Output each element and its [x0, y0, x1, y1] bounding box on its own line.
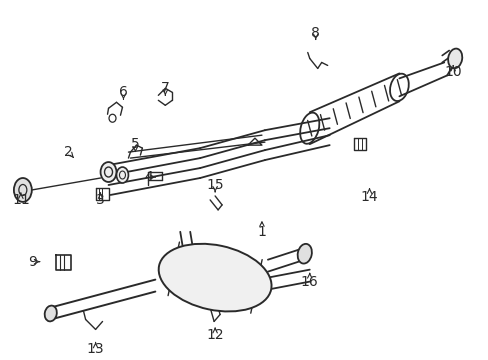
- Ellipse shape: [101, 162, 116, 182]
- Text: 16: 16: [300, 275, 318, 289]
- Text: 9: 9: [28, 255, 37, 269]
- Ellipse shape: [44, 306, 57, 321]
- Text: 12: 12: [206, 328, 224, 342]
- Text: 15: 15: [206, 178, 224, 192]
- Ellipse shape: [116, 167, 128, 183]
- Text: 2: 2: [64, 145, 73, 159]
- Text: 4: 4: [143, 170, 152, 184]
- Text: 13: 13: [86, 342, 104, 356]
- Ellipse shape: [297, 244, 311, 264]
- Text: 7: 7: [161, 81, 169, 95]
- Text: 10: 10: [444, 66, 461, 80]
- Text: 11: 11: [12, 193, 30, 207]
- Text: 14: 14: [360, 190, 378, 204]
- Text: 8: 8: [311, 26, 320, 40]
- Text: 5: 5: [131, 137, 140, 151]
- Ellipse shape: [159, 244, 271, 311]
- Ellipse shape: [447, 49, 461, 68]
- Ellipse shape: [14, 178, 32, 202]
- Text: 6: 6: [119, 85, 128, 99]
- Text: 1: 1: [257, 225, 266, 239]
- Text: 3: 3: [96, 193, 105, 207]
